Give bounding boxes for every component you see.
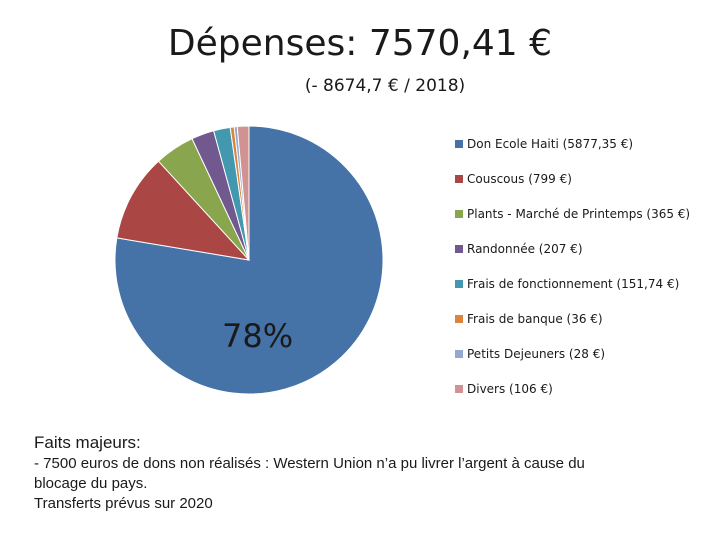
- notes-line: Transferts prévus sur 2020: [34, 495, 213, 512]
- legend-item: Don Ecole Haiti (5877,35 €): [455, 126, 717, 161]
- legend-label: Randonnée (207 €): [467, 241, 583, 256]
- legend-item: Plants - Marché de Printemps (365 €): [455, 196, 717, 231]
- legend-swatch: [455, 174, 463, 183]
- legend-swatch: [455, 244, 463, 253]
- legend-label: Frais de fonctionnement (151,74 €): [467, 276, 680, 291]
- legend-swatch: [455, 314, 463, 323]
- chart-title: Dépenses: 7570,41 €: [167, 23, 553, 64]
- pie-slice: [236, 125, 250, 261]
- legend-label: Petits Dejeuners (28 €): [467, 346, 606, 361]
- legend-label: Frais de banque (36 €): [467, 311, 603, 326]
- legend-label: Plants - Marché de Printemps (365 €): [467, 206, 691, 221]
- notes-line: - 7500 euros de dons non réalisés : West…: [34, 455, 585, 472]
- legend-item: Petits Dejeuners (28 €): [455, 336, 717, 371]
- legend-swatch: [455, 279, 463, 288]
- legend-item: Couscous (799 €): [455, 161, 717, 196]
- legend-swatch: [455, 349, 463, 358]
- legend-item: Randonnée (207 €): [455, 231, 717, 266]
- notes-line: blocage du pays.: [34, 475, 148, 492]
- notes-heading: Faits majeurs:: [34, 433, 141, 452]
- legend-item: Frais de banque (36 €): [455, 301, 717, 336]
- legend-item: Frais de fonctionnement (151,74 €): [455, 266, 717, 301]
- legend-label: Don Ecole Haiti (5877,35 €): [467, 136, 634, 151]
- legend-label: Couscous (799 €): [467, 171, 572, 186]
- legend-item: Divers (106 €): [455, 371, 717, 406]
- legend-swatch: [455, 209, 463, 218]
- pie-slice: [116, 160, 251, 261]
- legend-swatch: [455, 384, 463, 393]
- pie-data-label: 78%: [222, 317, 294, 355]
- legend-swatch: [455, 139, 463, 148]
- notes-block: Faits majeurs: - 7500 euros de dons non …: [34, 432, 674, 514]
- chart-legend: Don Ecole Haiti (5877,35 €) Couscous (79…: [455, 126, 717, 406]
- chart-subtitle: (- 8674,7 € / 2018): [304, 76, 466, 96]
- legend-label: Divers (106 €): [467, 381, 553, 396]
